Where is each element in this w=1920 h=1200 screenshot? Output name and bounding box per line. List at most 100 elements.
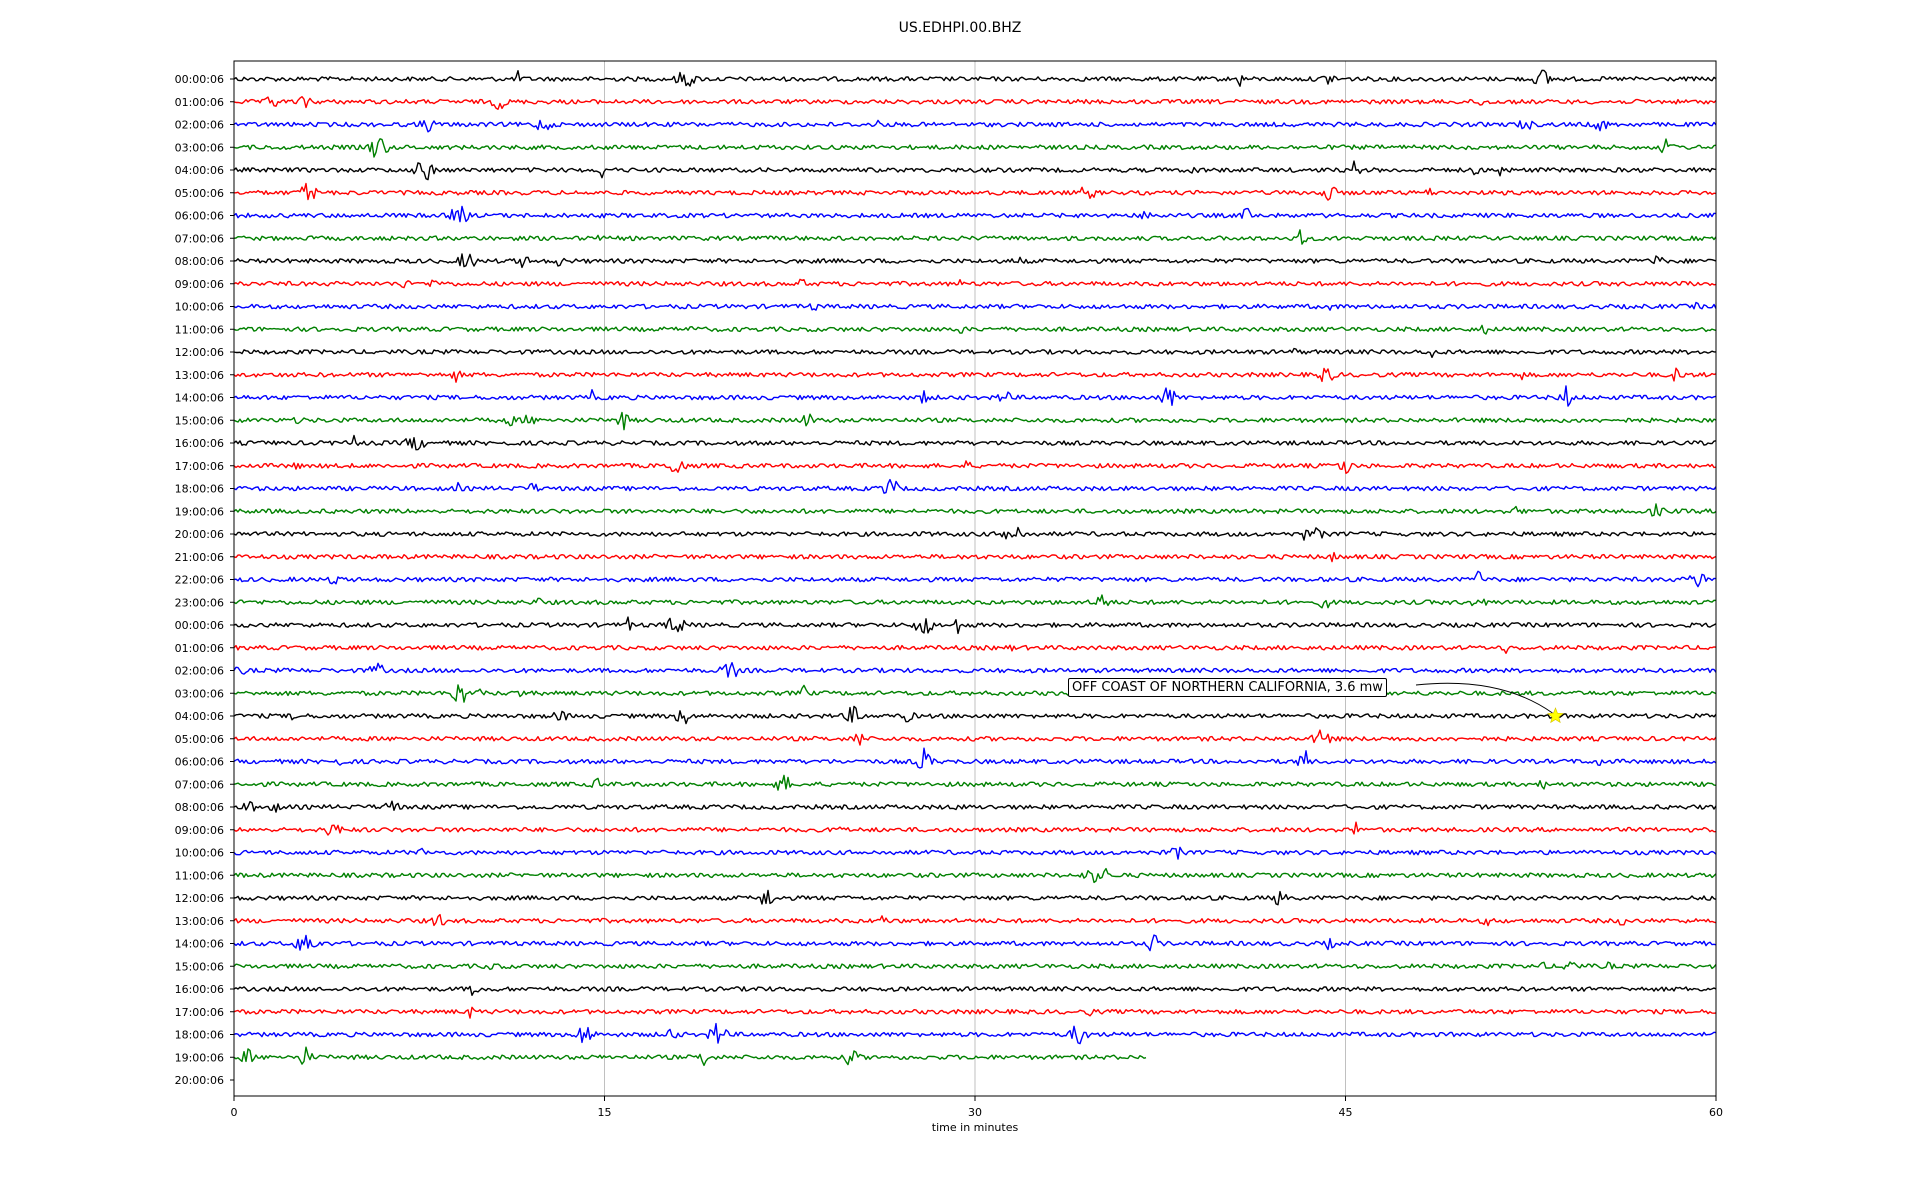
trace-row-41	[233, 1006, 1717, 1019]
row-label-14: 14:00:06	[175, 392, 224, 405]
trace-row-13	[233, 367, 1717, 383]
row-label-35: 11:00:06	[175, 869, 224, 882]
row-label-30: 06:00:06	[175, 756, 224, 769]
trace-row-10	[233, 301, 1717, 311]
row-label-16: 16:00:06	[175, 437, 224, 450]
event-label: OFF COAST OF NORTHERN CALIFORNIA, 3.6 mw	[1068, 678, 1387, 697]
trace-row-33	[233, 821, 1717, 836]
trace-row-42	[233, 1022, 1717, 1045]
trace-row-1	[233, 96, 1717, 110]
trace-row-20	[233, 526, 1717, 541]
row-label-26: 02:00:06	[175, 665, 224, 678]
trace-row-26	[233, 662, 1717, 678]
trace-row-9	[233, 278, 1717, 289]
trace-row-37	[233, 913, 1717, 927]
row-label-29: 05:00:06	[175, 733, 224, 746]
row-label-6: 06:00:06	[175, 210, 224, 223]
row-label-2: 02:00:06	[175, 119, 224, 132]
trace-row-43	[233, 1046, 1147, 1067]
row-label-33: 09:00:06	[175, 824, 224, 837]
row-label-31: 07:00:06	[175, 778, 224, 791]
trace-row-40	[233, 985, 1717, 996]
trace-row-18	[233, 478, 1717, 494]
x-tick-label-0: 0	[231, 1106, 238, 1119]
trace-row-22	[233, 570, 1717, 588]
row-label-24: 00:00:06	[175, 619, 224, 632]
row-label-15: 15:00:06	[175, 414, 224, 427]
trace-row-19	[233, 503, 1717, 517]
chart-title: US.EDHPI.00.BHZ	[898, 20, 1022, 36]
row-label-13: 13:00:06	[175, 369, 224, 382]
trace-row-3	[233, 138, 1717, 158]
x-axis: 0 15 30 45 60 time in minutes	[231, 1096, 1723, 1134]
event-leader-line	[1415, 682, 1553, 714]
x-tick-label-15: 15	[598, 1106, 612, 1119]
row-label-12: 12:00:06	[175, 346, 224, 359]
row-label-23: 23:00:06	[175, 596, 224, 609]
trace-row-30	[233, 747, 1717, 769]
seismic-traces	[233, 69, 1717, 1067]
x-tick-label-30: 30	[968, 1106, 982, 1119]
row-label-3: 03:00:06	[175, 141, 224, 154]
row-label-10: 10:00:06	[175, 301, 224, 314]
trace-row-15	[233, 411, 1717, 431]
trace-row-14	[233, 385, 1717, 407]
trace-row-38	[233, 934, 1717, 952]
row-label-20: 20:00:06	[175, 528, 224, 541]
row-label-44: 20:00:06	[175, 1074, 224, 1087]
row-label-7: 07:00:06	[175, 232, 224, 245]
row-label-39: 15:00:06	[175, 960, 224, 973]
row-label-28: 04:00:06	[175, 710, 224, 723]
row-label-32: 08:00:06	[175, 801, 224, 814]
row-label-40: 16:00:06	[175, 983, 224, 996]
row-label-41: 17:00:06	[175, 1006, 224, 1019]
event-annotation	[1415, 682, 1564, 724]
row-time-labels: 00:00:06 01:00:06 02:00:06 03:00:06 04:00:06…	[175, 73, 234, 1087]
trace-row-17	[233, 460, 1717, 474]
trace-row-6	[233, 205, 1717, 223]
row-label-18: 18:00:06	[175, 483, 224, 496]
row-label-4: 04:00:06	[175, 164, 224, 177]
row-label-38: 14:00:06	[175, 938, 224, 951]
row-label-17: 17:00:06	[175, 460, 224, 473]
trace-row-31	[233, 774, 1717, 791]
plot-frame	[233, 60, 1717, 1097]
x-tick-label-45: 45	[1339, 1106, 1353, 1119]
trace-row-36	[233, 889, 1717, 906]
x-tick-label-60: 60	[1709, 1106, 1723, 1119]
trace-row-25	[233, 644, 1717, 654]
row-label-9: 09:00:06	[175, 278, 224, 291]
trace-row-39	[233, 961, 1717, 971]
trace-row-27	[233, 684, 1717, 703]
trace-row-12	[233, 347, 1716, 358]
trace-row-29	[233, 729, 1717, 746]
trace-row-21	[233, 551, 1717, 563]
trace-row-32	[233, 800, 1717, 813]
trace-row-4	[233, 160, 1717, 181]
trace-row-16	[233, 434, 1717, 451]
row-label-43: 19:00:06	[175, 1051, 224, 1064]
row-label-1: 01:00:06	[175, 96, 224, 109]
row-label-34: 10:00:06	[175, 847, 224, 860]
row-label-0: 00:00:06	[175, 73, 224, 86]
row-label-42: 18:00:06	[175, 1029, 224, 1042]
trace-row-7	[233, 229, 1717, 245]
trace-row-11	[233, 324, 1717, 335]
row-label-22: 22:00:06	[175, 574, 224, 587]
row-label-21: 21:00:06	[175, 551, 224, 564]
row-label-19: 19:00:06	[175, 505, 224, 518]
row-label-11: 11:00:06	[175, 323, 224, 336]
trace-row-0	[233, 69, 1717, 87]
row-label-37: 13:00:06	[175, 915, 224, 928]
trace-row-8	[233, 253, 1717, 269]
trace-row-2	[233, 119, 1717, 133]
trace-row-23	[233, 594, 1717, 609]
row-label-5: 05:00:06	[175, 187, 224, 200]
trace-row-34	[233, 846, 1717, 860]
row-label-25: 01:00:06	[175, 642, 224, 655]
trace-row-28	[233, 705, 1717, 725]
trace-row-35	[233, 867, 1717, 884]
x-axis-label: time in minutes	[932, 1121, 1019, 1134]
trace-row-5	[234, 182, 1717, 201]
